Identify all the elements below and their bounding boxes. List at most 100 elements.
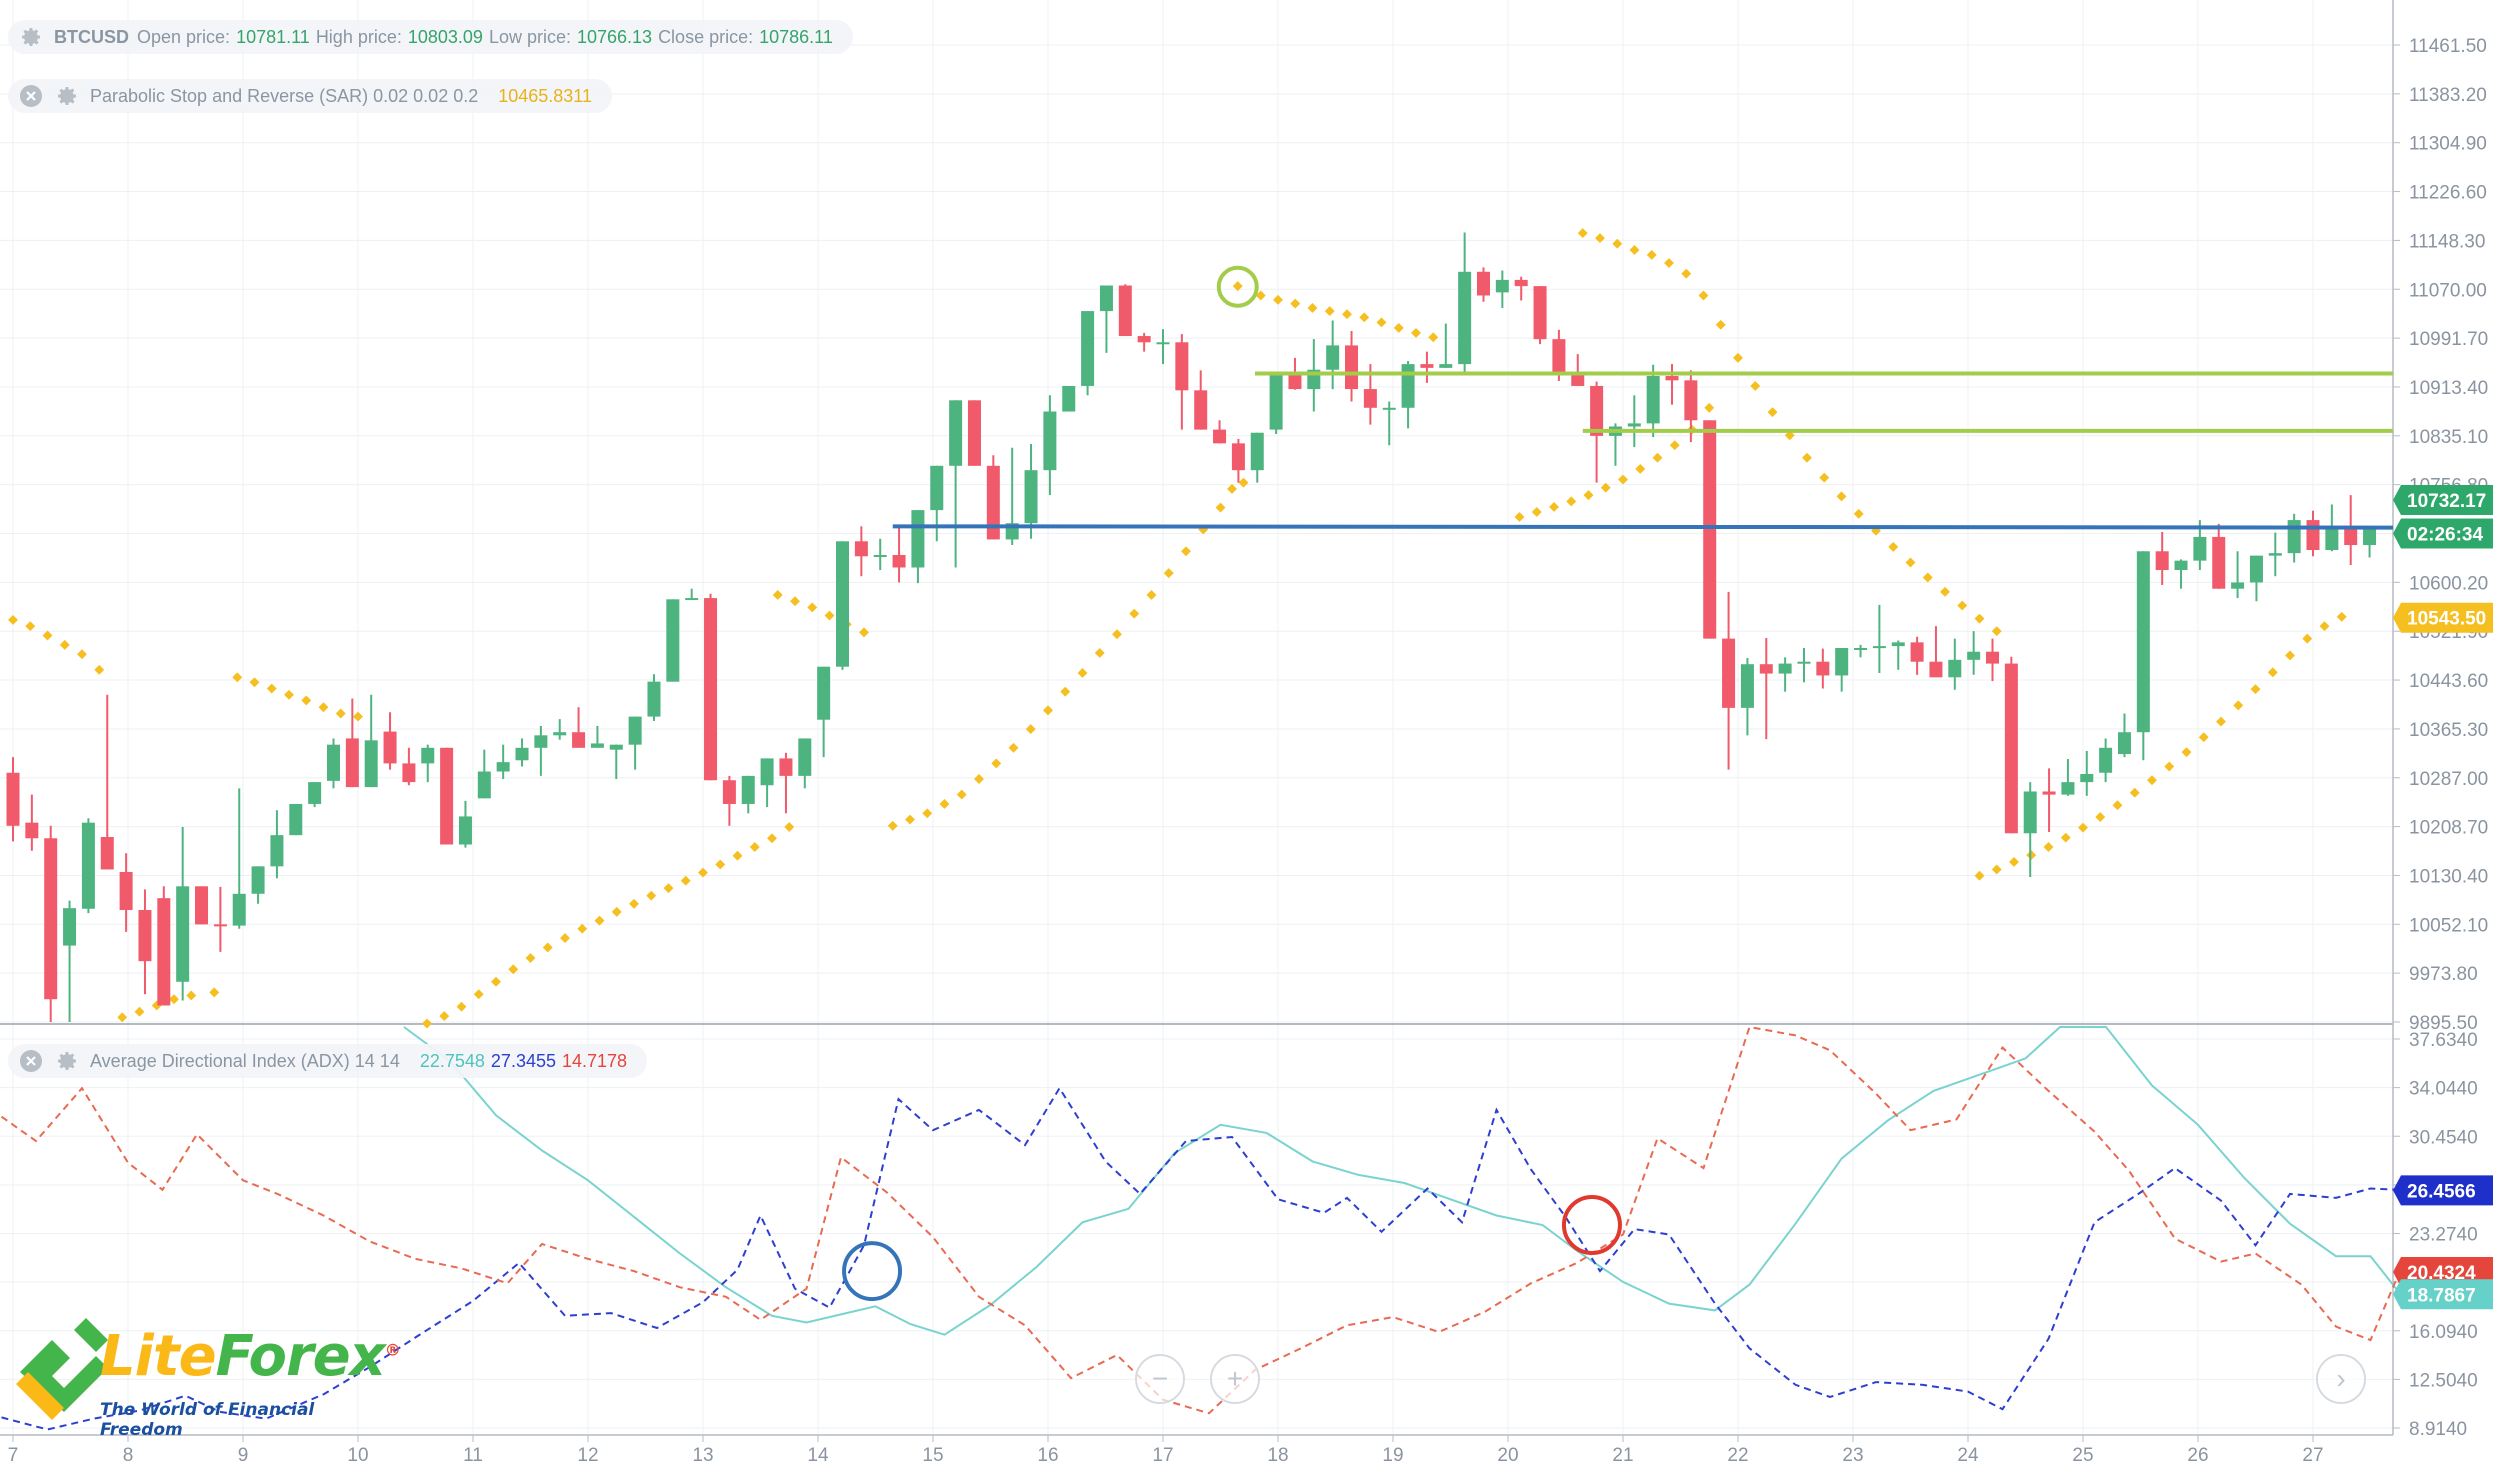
- symbol-name: BTCUSD: [54, 26, 129, 47]
- candle-body: [817, 666, 831, 720]
- gear-icon[interactable]: [18, 24, 44, 50]
- candle-body: [1476, 271, 1490, 296]
- sar-dot: [1227, 483, 1237, 494]
- close-label: Close price:: [658, 26, 754, 47]
- candle-body: [2061, 782, 2075, 795]
- candle-body: [892, 555, 906, 568]
- x-tick-label: 13: [692, 1445, 713, 1466]
- sar-dot: [1733, 352, 1743, 363]
- sar-dot: [698, 867, 708, 878]
- highlight-circle: [842, 1241, 903, 1302]
- candle-body: [251, 866, 265, 894]
- sar-dot: [1664, 258, 1674, 268]
- sar-dot: [1819, 472, 1830, 483]
- candle-body: [1646, 375, 1660, 424]
- sar-dot: [1618, 474, 1628, 485]
- sar-dot: [2043, 842, 2054, 852]
- candle-body: [1175, 342, 1189, 391]
- candle-body: [1797, 661, 1811, 664]
- sar-dot: [767, 833, 777, 844]
- candle-body: [1401, 364, 1415, 408]
- chevron-right-icon: ›: [2336, 1363, 2346, 1394]
- candle-body: [458, 816, 472, 845]
- candle-body: [1156, 342, 1170, 345]
- close-icon[interactable]: [18, 1048, 44, 1074]
- candle-body: [2042, 791, 2056, 795]
- sar-dot: [1583, 490, 1594, 501]
- logo-tagline: The World of Financial Freedom: [100, 1400, 315, 1440]
- candle-body: [1420, 364, 1434, 368]
- y-tick-label: 11148.30: [2409, 231, 2485, 252]
- price-tag-label: 10732.17: [2407, 491, 2486, 512]
- gear-icon[interactable]: [54, 83, 80, 109]
- sar-dot: [663, 883, 674, 894]
- candle-body: [1250, 432, 1264, 471]
- sar-dot: [1163, 568, 1174, 579]
- x-tick-label: 7: [8, 1445, 19, 1466]
- sar-dot: [1974, 613, 1985, 624]
- candle-body: [2287, 520, 2301, 554]
- candle-body: [1891, 642, 1905, 647]
- low-label: Low price:: [488, 26, 571, 47]
- candle-body: [1552, 339, 1566, 372]
- candle-body: [1043, 411, 1057, 471]
- sar-dot: [2233, 700, 2244, 711]
- sar-dot: [1112, 629, 1122, 640]
- scroll-right-button[interactable]: ›: [2316, 1354, 2366, 1404]
- sar-dot: [1215, 502, 1226, 513]
- sar-dot: [77, 649, 87, 660]
- sar-dot: [335, 708, 346, 719]
- candle-body: [647, 681, 661, 717]
- sar-dot: [59, 639, 70, 650]
- candle-body: [440, 747, 454, 845]
- candle-body: [1722, 638, 1736, 708]
- close-icon[interactable]: [18, 83, 44, 109]
- y-tick-label: 9973.80: [2409, 964, 2478, 985]
- sar-dot: [1991, 626, 2002, 637]
- x-tick-label: 8: [123, 1445, 134, 1466]
- candle-body: [1665, 375, 1679, 381]
- sar-dot: [134, 1006, 145, 1017]
- candle-body: [1854, 647, 1868, 650]
- x-tick-label: 24: [1957, 1445, 1979, 1466]
- x-tick-label: 9: [238, 1445, 249, 1466]
- sar-dot: [1129, 608, 1140, 619]
- candle-body: [213, 924, 227, 927]
- sar-dot: [790, 596, 800, 607]
- candle-body: [1740, 664, 1754, 708]
- highlight-circle: [1216, 265, 1259, 308]
- sar-dot: [715, 859, 726, 870]
- y-tick-label: 10365.30: [2409, 720, 2488, 741]
- sar-dot: [1411, 327, 1421, 338]
- sar-dot: [1273, 294, 1283, 305]
- gear-icon[interactable]: [54, 1048, 80, 1074]
- zoom-in-label: +: [1226, 1363, 1244, 1394]
- sar-dot: [560, 933, 570, 944]
- candle-body: [364, 740, 378, 788]
- candle-body: [836, 541, 850, 667]
- zoom-in-button[interactable]: +: [1210, 1354, 1260, 1404]
- y-tick-label: 10208.70: [2409, 818, 2488, 839]
- candle-body: [100, 837, 114, 870]
- sar-dot: [1393, 322, 1404, 333]
- candle-body: [402, 763, 416, 783]
- blue-level-line[interactable]: [892, 524, 2394, 530]
- sar-dot: [1802, 452, 1812, 463]
- sar-dot: [1290, 298, 1301, 309]
- sar-dot: [439, 1011, 450, 1022]
- candle-body: [1326, 345, 1340, 370]
- sar-legend: Parabolic Stop and Reverse (SAR) 0.02 0.…: [8, 79, 612, 113]
- x-tick-label: 26: [2187, 1445, 2208, 1466]
- candle-body: [1137, 336, 1151, 343]
- x-tick-label: 18: [1267, 1445, 1288, 1466]
- zoom-out-button[interactable]: −: [1135, 1354, 1185, 1404]
- sar-dot: [318, 702, 329, 713]
- candle-body: [2193, 536, 2207, 561]
- candle-body: [590, 743, 604, 748]
- candle-body: [2155, 551, 2169, 570]
- candle-body: [1382, 407, 1396, 410]
- open-value: 10781.11: [236, 26, 310, 47]
- candle-body: [138, 910, 152, 962]
- sar-dot: [2060, 832, 2071, 843]
